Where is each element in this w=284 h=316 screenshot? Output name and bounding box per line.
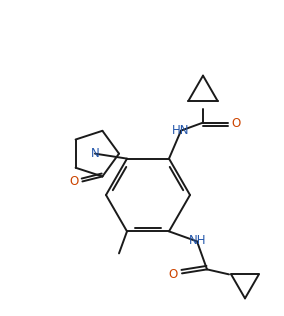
Text: O: O	[168, 268, 178, 281]
Text: O: O	[70, 175, 79, 188]
Text: N: N	[91, 147, 99, 160]
Text: HN: HN	[172, 124, 190, 137]
Text: O: O	[231, 117, 241, 130]
Text: NH: NH	[189, 234, 207, 247]
